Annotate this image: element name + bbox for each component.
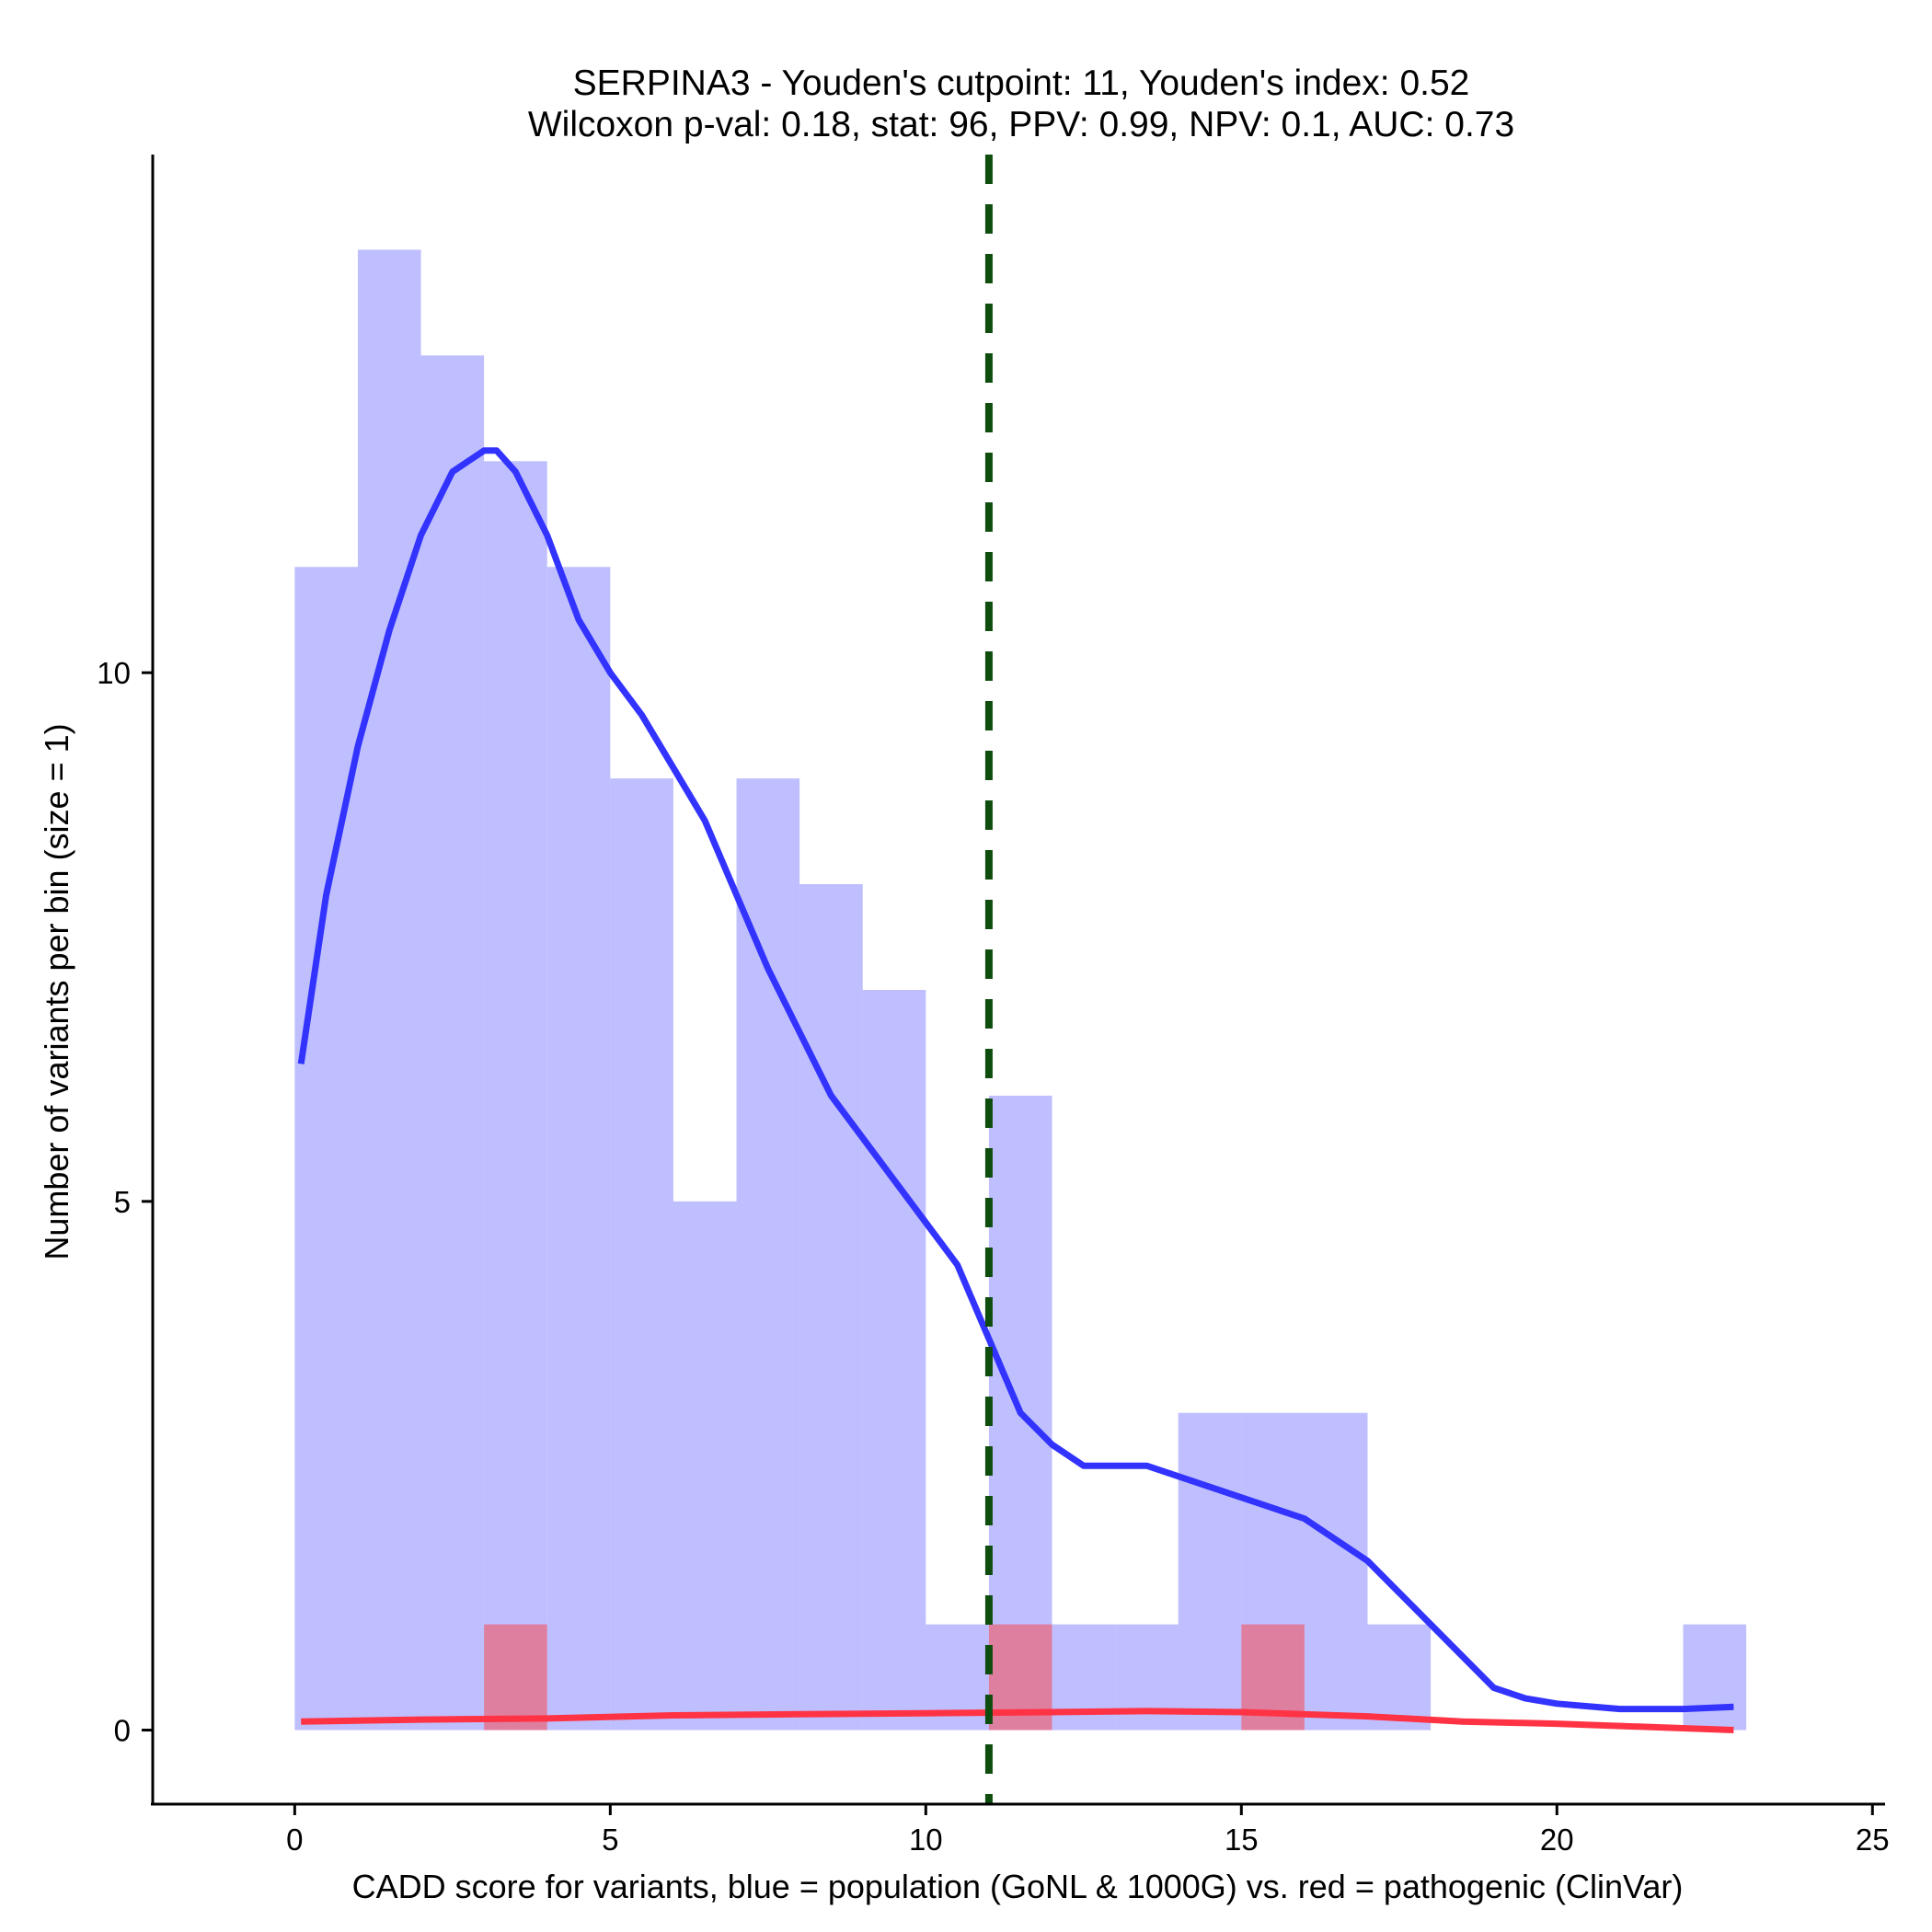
population-density-line — [297, 447, 1734, 1713]
population-bar — [1683, 1624, 1747, 1731]
y-axis-label: Number of variants per bin (size = 1) — [38, 723, 75, 1259]
y-axis-ticks: 0 5 10 — [97, 656, 153, 1748]
population-bar — [1367, 1624, 1432, 1731]
population-bar — [546, 567, 611, 1731]
y-tick-label: 10 — [97, 656, 131, 690]
x-tick-label: 0 — [286, 1823, 303, 1857]
chart-subtitle: Wilcoxon p-val: 0.18, stat: 96, PPV: 0.9… — [528, 105, 1514, 144]
y-tick-label: 0 — [114, 1714, 131, 1748]
x-axis-label: CADD score for variants, blue = populati… — [352, 1868, 1684, 1905]
x-tick-label: 20 — [1540, 1823, 1574, 1857]
x-tick-label: 5 — [602, 1823, 618, 1857]
population-bar — [484, 461, 547, 1731]
population-bar — [736, 778, 800, 1731]
chart-title: SERPINA3 - Youden's cutpoint: 11, Youden… — [573, 63, 1470, 103]
population-bar — [673, 1201, 737, 1731]
y-tick-label: 5 — [114, 1185, 131, 1219]
population-bar — [357, 249, 421, 1731]
population-bar — [1178, 1412, 1242, 1731]
population-bar — [1304, 1412, 1368, 1731]
x-tick-label: 15 — [1225, 1823, 1259, 1857]
x-axis-ticks: 0 5 10 15 20 25 — [286, 1804, 1890, 1857]
population-bar — [294, 567, 358, 1731]
population-bar — [420, 355, 485, 1731]
pathogenic-density-line — [301, 1708, 1734, 1733]
population-bar — [610, 778, 673, 1731]
population-bar — [862, 989, 926, 1731]
x-tick-label: 10 — [909, 1823, 943, 1857]
population-bar — [799, 884, 863, 1731]
pathogenic-bar — [484, 1624, 547, 1731]
x-tick-label: 25 — [1856, 1823, 1890, 1857]
population-bars — [294, 249, 1747, 1731]
